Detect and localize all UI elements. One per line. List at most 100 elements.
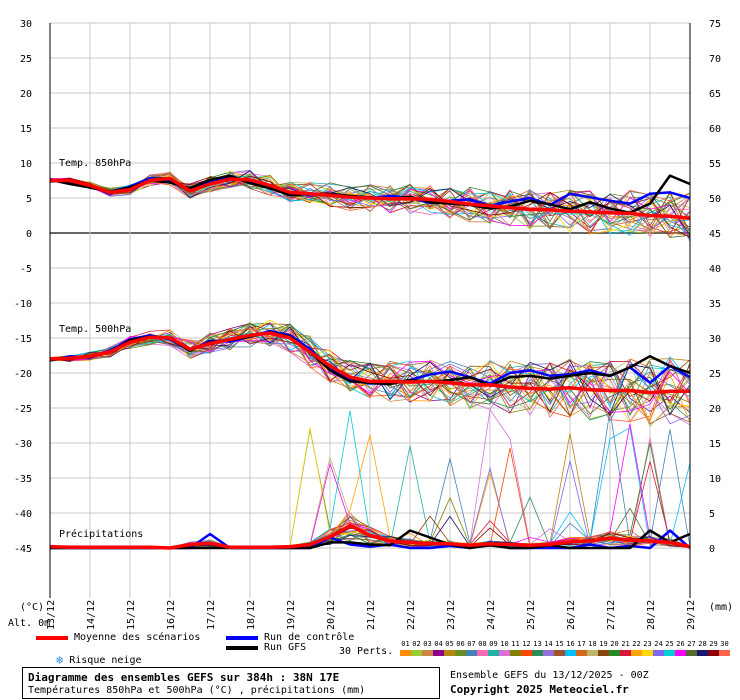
x-tick-label: 16/12 <box>166 600 177 630</box>
label-precip: Précipitations <box>59 528 143 540</box>
right-tick-label: 75 <box>709 19 721 30</box>
right-tick-label: 30 <box>709 334 721 345</box>
pert-color-swatch <box>543 650 554 656</box>
left-tick-label: -5 <box>20 264 32 275</box>
left-tick-label: 0 <box>26 229 32 240</box>
pert-number: 26 <box>676 640 685 648</box>
x-tick-label: 26/12 <box>566 600 577 630</box>
pert-color-swatch <box>675 650 686 656</box>
right-tick-label: 35 <box>709 299 721 310</box>
right-tick-label: 45 <box>709 229 721 240</box>
chart-title: Diagramme des ensembles GEFS sur 384h : … <box>28 671 340 684</box>
pert-number: 12 <box>522 640 531 648</box>
series-t850-moyenne-des-sc-narios <box>50 176 691 221</box>
pert-color-swatch <box>664 650 675 656</box>
pert-color-swatch <box>719 650 730 656</box>
pert-number: 03 <box>423 640 432 648</box>
left-tick-label: -20 <box>14 369 32 380</box>
snowflake-icon: ❄ <box>56 653 64 667</box>
pert-color-swatch <box>477 650 488 656</box>
legend-control-label: Run de contrôle <box>264 632 355 643</box>
pert-number: 27 <box>687 640 696 648</box>
pert-color-swatch <box>499 650 510 656</box>
pert-number: 04 <box>434 640 443 648</box>
pert-number: 13 <box>533 640 542 648</box>
right-tick-label: 70 <box>709 54 721 65</box>
pert-number: 23 <box>643 640 652 648</box>
pert-color-swatch <box>686 650 697 656</box>
left-tick-label: -25 <box>14 404 32 415</box>
pert-number: 30 <box>720 640 729 648</box>
pert-color-swatch <box>521 650 532 656</box>
series-precip-moyenne-des-sc-narios <box>49 523 691 550</box>
pert-number: 11 <box>511 640 520 648</box>
right-tick-label: 20 <box>709 404 721 415</box>
pert-number: 24 <box>654 640 663 648</box>
left-tick-label: -15 <box>14 334 32 345</box>
x-tick-label: 28/12 <box>646 600 657 630</box>
pert-color-swatch <box>444 650 455 656</box>
info-box: Diagramme des ensembles GEFS sur 384h : … <box>22 667 440 699</box>
left-tick-label: 15 <box>20 124 32 135</box>
left-tick-label: 25 <box>20 54 32 65</box>
pert-numbers: 01 02 03 04 05 06 07 08 09 10 11 12 13 14 15 16 17 18 19 20… <box>400 640 730 648</box>
pert-number: 22 <box>632 640 641 648</box>
pert-color-swatch <box>598 650 609 656</box>
right-unit: (mm) <box>709 602 733 613</box>
x-tick-label: 18/12 <box>246 600 257 630</box>
pert-color-swatch <box>411 650 422 656</box>
series-t500-moyenne-des-sc-narios <box>49 331 690 395</box>
left-unit: (°C) <box>20 602 44 613</box>
right-tick-label: 65 <box>709 89 721 100</box>
pert-color-swatch <box>532 650 543 656</box>
left-tick-label: -10 <box>14 299 32 310</box>
pert-color-swatch <box>422 650 433 656</box>
pert-number: 20 <box>610 640 619 648</box>
pert-color-swatch <box>653 650 664 656</box>
legend-gfs-label: Run GFS <box>264 642 307 653</box>
pert-color-swatch <box>400 650 411 656</box>
pert-number: 08 <box>478 640 487 648</box>
right-tick-label: 10 <box>709 474 721 485</box>
x-tick-label: 29/12 <box>686 600 697 630</box>
pert-color-swatch <box>620 650 631 656</box>
pert-color-swatch <box>466 650 477 656</box>
label-t500: Temp. 500hPa <box>59 324 131 335</box>
right-tick-label: 50 <box>709 194 721 205</box>
x-tick-label: 22/12 <box>406 600 417 630</box>
pert-color-swatch <box>609 650 620 656</box>
pert-color-swatch <box>642 650 653 656</box>
right-tick-label: 0 <box>709 544 715 555</box>
chart-subtitle: Températures 850hPa et 500hPa (°C) , pré… <box>28 685 366 696</box>
copyright: Copyright 2025 Meteociel.fr <box>450 683 629 696</box>
pert-color-swatch <box>708 650 719 656</box>
legend-perts-label: 30 Perts. <box>339 646 394 657</box>
pert-colors <box>400 650 730 656</box>
x-tick-label: 20/12 <box>326 600 337 630</box>
right-tick-label: 40 <box>709 264 721 275</box>
pert-line <box>49 172 691 237</box>
x-tick-label: 25/12 <box>526 600 537 630</box>
pert-number: 09 <box>489 640 498 648</box>
pert-color-swatch <box>554 650 565 656</box>
pert-color-swatch <box>455 650 466 656</box>
gfs-swatch <box>226 645 258 650</box>
pert-number: 05 <box>445 640 454 648</box>
pert-color-swatch <box>576 650 587 656</box>
right-tick-label: 15 <box>709 439 721 450</box>
left-tick-label: 20 <box>20 89 32 100</box>
pert-color-swatch <box>510 650 521 656</box>
legend-snow-label: Risque neige <box>69 654 142 666</box>
pert-color-swatch <box>433 650 444 656</box>
control-swatch <box>226 635 258 640</box>
left-tick-label: 10 <box>20 159 32 170</box>
pert-color-swatch <box>565 650 576 656</box>
x-tick-label: 17/12 <box>206 600 217 630</box>
mean-swatch <box>36 635 68 640</box>
pert-color-swatch <box>697 650 708 656</box>
perts-legend: 01 02 03 04 05 06 07 08 09 10 11 12 13 14 15 16 17 18 19 20… <box>400 640 730 656</box>
pert-number: 16 <box>566 640 575 648</box>
x-tick-label: 27/12 <box>606 600 617 630</box>
right-tick-label: 25 <box>709 369 721 380</box>
